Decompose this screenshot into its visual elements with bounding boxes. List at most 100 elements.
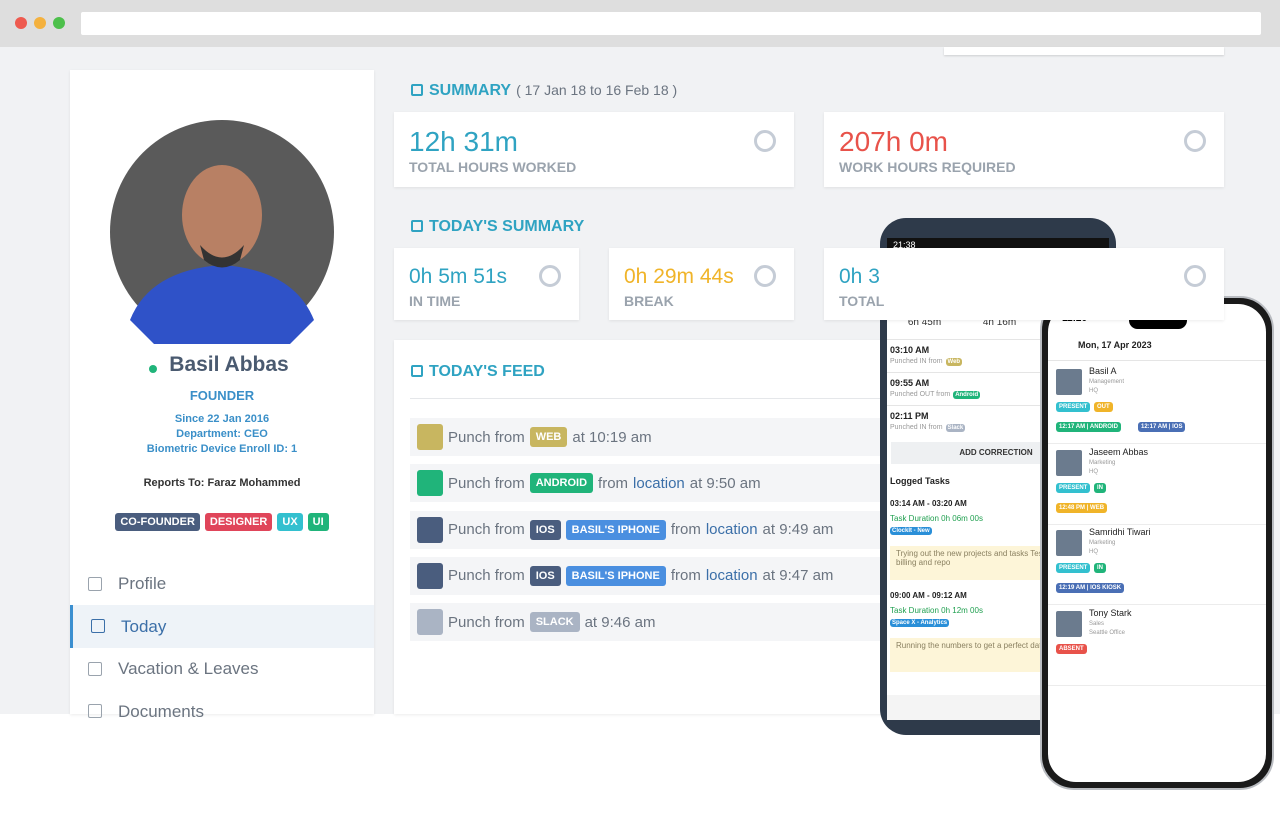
nav-label: Documents <box>118 701 204 721</box>
tag: DESIGNER <box>204 513 273 531</box>
maximize-dot[interactable] <box>53 17 65 29</box>
status-badge: OUT <box>1094 402 1113 412</box>
dropdown-edge <box>944 47 1224 55</box>
nav-label: Profile <box>118 574 167 593</box>
feed-icon <box>417 562 443 589</box>
person-office: HQ <box>1089 549 1098 555</box>
status-badge: 12:19 AM | IOS KIOSK <box>1056 583 1125 593</box>
feed-text: from <box>598 474 629 492</box>
status-badge: 12:17 AM | IOS <box>1138 422 1186 432</box>
stat-value: 0h 29m 44s <box>624 265 734 288</box>
feed-link[interactable]: location <box>705 521 758 539</box>
row-divider <box>1048 604 1266 605</box>
person-photo <box>1056 369 1082 395</box>
stat-card <box>394 112 794 187</box>
tasks-title: Logged Tasks <box>890 476 950 486</box>
person-name: Basil A <box>1089 366 1117 376</box>
feed-text: Punch from <box>448 428 525 446</box>
feed-badge: BASIL'S IPHONE <box>565 519 666 540</box>
feed-link[interactable]: location <box>705 567 758 585</box>
stat-value: 207h 0m <box>839 126 948 157</box>
nav-icon <box>91 619 105 633</box>
feed-header: TODAY'S FEED <box>411 363 545 381</box>
punch-time: 02:11 PM <box>890 411 929 421</box>
feed-text: at 9:49 am <box>762 521 834 539</box>
feed-text: Punch from <box>448 567 525 585</box>
close-dot[interactable] <box>15 17 27 29</box>
feed-badge: SLACK <box>529 612 580 633</box>
stat-label: IN TIME <box>409 293 461 309</box>
feed-row: Punch from IOS BASIL'S IPHONE from location a… <box>410 556 880 595</box>
punch-source: Slack <box>945 424 966 432</box>
status-dot <box>149 365 157 373</box>
stat-value: 0h 5m 51s <box>409 265 508 288</box>
row-divider <box>1048 443 1266 444</box>
row-divider <box>1048 523 1266 525</box>
punch-source: Android <box>953 391 981 399</box>
avatar <box>110 120 334 344</box>
nav-item[interactable]: Today <box>70 605 374 648</box>
person-dept: Marketing <box>1089 459 1116 466</box>
punch-text: Punched IN from <box>890 424 943 431</box>
stat-icon <box>754 130 776 152</box>
task-project: ClockIt - New <box>890 527 932 535</box>
stat-label: TOTAL <box>839 293 885 309</box>
tag: CO-FOUNDER <box>115 513 200 531</box>
punch-time: 03:10 AM <box>890 345 930 355</box>
summary-header: SUMMARY( 17 Jan 18 to 16 Feb 18 ) <box>411 82 677 100</box>
profile-name: Basil Abbas <box>169 353 289 376</box>
nav-item[interactable]: Vacation & Leaves <box>70 648 374 691</box>
stat-value: 12h 31m <box>409 126 518 157</box>
biometric: Biometric Device Enroll ID: 1 <box>146 443 298 455</box>
since: Since 22 Jan 2016 <box>174 413 270 425</box>
nav-icon <box>88 704 102 718</box>
person-office: HQ <box>1089 388 1098 394</box>
browser-bar <box>0 0 1280 47</box>
task-duration: Task Duration 0h 12m 00s <box>890 606 983 615</box>
profile-role: FOUNDER <box>189 388 255 403</box>
feed-text: Punch from <box>448 613 525 631</box>
feed-link[interactable]: location <box>633 474 685 492</box>
status-badge: PRESENT <box>1056 402 1091 412</box>
punch-time: 09:55 AM <box>890 378 930 388</box>
feed-icon <box>417 516 443 543</box>
divider <box>887 405 1109 406</box>
feed-text: at 9:50 am <box>689 474 761 492</box>
header-divider <box>1048 360 1266 361</box>
feed-badge: BASIL'S IPHONE <box>565 565 666 586</box>
punch-text: Punched OUT from <box>890 391 951 398</box>
stat-value: 0h 3 <box>839 265 880 288</box>
stat-icon <box>754 265 776 287</box>
nav-item[interactable]: Documents <box>70 690 374 733</box>
header-icon <box>411 365 423 377</box>
header-title: SUMMARY <box>429 82 512 99</box>
punch-line: Punched IN from Web <box>890 358 963 366</box>
address-bar[interactable] <box>81 12 1261 35</box>
task-time: 09:00 AM - 09:12 AM <box>890 591 967 600</box>
tag: UX <box>277 513 303 531</box>
stat-value: 6h 45m <box>907 317 942 328</box>
nav-item[interactable]: Profile <box>70 563 374 606</box>
header-title: TODAY'S SUMMARY <box>429 218 585 235</box>
stat-card <box>824 112 1224 187</box>
nav-icon <box>88 576 102 591</box>
tag-list: CO-FOUNDER DESIGNER UX UI <box>70 513 374 531</box>
header-icon <box>411 220 423 232</box>
row-divider <box>1048 684 1266 686</box>
department: Department: CEO <box>176 428 268 440</box>
person-name: Samridhi Tiwari <box>1089 527 1151 537</box>
stat-icon <box>1184 265 1206 287</box>
status-badge: 12:17 AM | ANDROID <box>1056 422 1121 432</box>
status-badge: PRESENT <box>1056 482 1091 493</box>
feed-row: Punch from SLACK at 9:46 am <box>410 603 880 642</box>
task-time: 03:14 AM - 03:20 AM <box>890 499 967 508</box>
status-badge: IN <box>1094 563 1106 573</box>
feed-text: from <box>670 567 701 585</box>
feed-text: at 9:47 am <box>762 567 834 585</box>
status-badge: IN <box>1094 482 1106 493</box>
feed-icon <box>417 609 443 636</box>
feed-text: from <box>670 521 701 539</box>
minimize-dot[interactable] <box>34 17 46 29</box>
